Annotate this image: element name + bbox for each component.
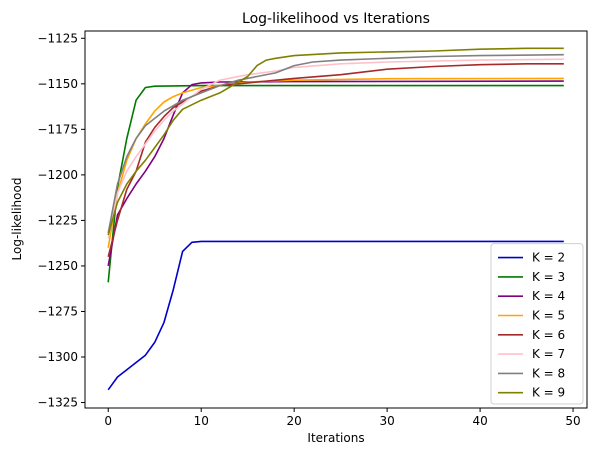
legend-label: K = 3 <box>532 270 565 284</box>
x-tick-label: 10 <box>194 414 209 428</box>
series-lines <box>107 47 564 391</box>
x-tick-label: 30 <box>379 414 394 428</box>
y-tick-label: −1225 <box>37 213 78 227</box>
series-line <box>107 53 564 234</box>
series-line <box>107 77 564 248</box>
y-tick-label: −1175 <box>37 122 78 136</box>
chart-title: Log-likelihood vs Iterations <box>242 11 430 27</box>
series-line <box>107 47 564 236</box>
legend-label: K = 6 <box>532 328 565 342</box>
legend-box <box>490 243 584 405</box>
legend-label: K = 8 <box>532 366 565 380</box>
x-tick-label: 0 <box>104 414 112 428</box>
x-axis-label: Iterations <box>307 431 364 445</box>
legend-label: K = 9 <box>532 386 565 400</box>
x-tick-label: 20 <box>287 414 302 428</box>
legend-label: K = 5 <box>532 309 565 323</box>
x-tick-label: 50 <box>565 414 580 428</box>
y-axis-ticks: −1325 −1300 −1275 −1250 −1225 −1200 −1175 −1150… <box>37 31 85 410</box>
legend: K = 2 K = 3 K = 4 K = 5 K = 6 K = 7 K = 8 K = 9 <box>490 243 584 405</box>
plot-frame <box>84 30 588 409</box>
y-tick-label: −1200 <box>37 168 78 182</box>
x-axis-ticks: 0 10 20 30 40 50 <box>104 408 581 428</box>
y-tick-label: −1125 <box>37 31 78 45</box>
series-line <box>107 240 564 391</box>
legend-label: K = 7 <box>532 347 565 361</box>
series-line <box>107 84 564 283</box>
y-tick-label: −1150 <box>37 77 78 91</box>
y-tick-label: −1275 <box>37 304 78 318</box>
legend-label: K = 2 <box>532 251 565 265</box>
y-tick-label: −1250 <box>37 259 78 273</box>
y-tick-label: −1300 <box>37 350 78 364</box>
legend-label: K = 4 <box>532 289 565 303</box>
y-axis-label: Log-likelihood <box>10 178 24 261</box>
x-tick-label: 40 <box>472 414 487 428</box>
y-tick-label: −1325 <box>37 396 78 410</box>
